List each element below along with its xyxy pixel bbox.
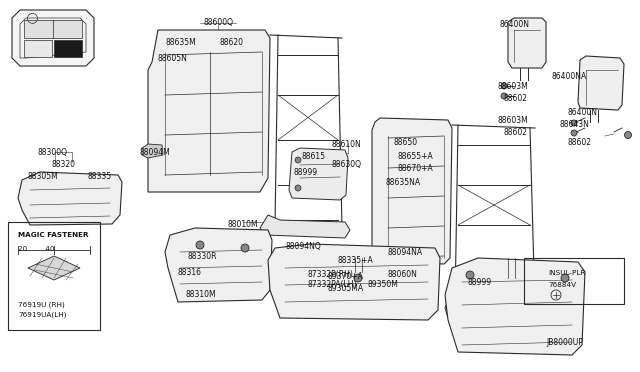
Text: JB8000UP: JB8000UP (546, 338, 583, 347)
Text: 88316: 88316 (178, 268, 202, 277)
Circle shape (196, 241, 204, 249)
Text: 88010M: 88010M (228, 220, 259, 229)
Polygon shape (268, 244, 440, 320)
Bar (524, 258, 624, 304)
Polygon shape (12, 10, 94, 66)
Text: 88094NQ: 88094NQ (285, 242, 321, 251)
Circle shape (561, 274, 569, 282)
Text: 88602: 88602 (568, 138, 592, 147)
Text: 88305M: 88305M (28, 172, 59, 181)
Text: 20        40: 20 40 (18, 246, 54, 252)
Polygon shape (289, 148, 348, 200)
Circle shape (501, 83, 507, 89)
Text: 88999: 88999 (293, 168, 317, 177)
Text: 88635M: 88635M (165, 38, 196, 47)
Text: 76884V: 76884V (548, 282, 576, 288)
Text: 88620: 88620 (220, 38, 244, 47)
Text: 86400N: 86400N (500, 20, 530, 29)
Text: 88335+A: 88335+A (338, 256, 374, 265)
Text: 88999: 88999 (468, 278, 492, 287)
Text: 88635NA: 88635NA (385, 178, 420, 187)
Text: 88643N: 88643N (560, 120, 590, 129)
Text: 76919U (RH): 76919U (RH) (18, 302, 65, 308)
Text: 88650: 88650 (393, 138, 417, 147)
Text: 88310M: 88310M (185, 290, 216, 299)
Text: 88603M: 88603M (498, 116, 529, 125)
Text: 87332P(RH): 87332P(RH) (308, 270, 354, 279)
Circle shape (354, 274, 362, 282)
Polygon shape (165, 228, 272, 302)
Bar (8, 222, 100, 330)
Text: 88630Q: 88630Q (332, 160, 362, 169)
Polygon shape (372, 118, 452, 264)
Text: 88600Q: 88600Q (203, 18, 233, 27)
Polygon shape (142, 144, 163, 158)
Text: 88605N: 88605N (158, 54, 188, 63)
Text: 88610N: 88610N (332, 140, 362, 149)
Text: 88094M: 88094M (140, 148, 171, 157)
Text: 88320: 88320 (52, 160, 76, 169)
Polygon shape (445, 295, 540, 320)
Polygon shape (260, 215, 350, 238)
Text: 86400NA: 86400NA (552, 72, 588, 81)
Bar (24, 20, 82, 38)
Circle shape (625, 131, 632, 138)
Circle shape (241, 244, 249, 252)
Text: 89305MA: 89305MA (328, 284, 364, 293)
Text: 88603M: 88603M (498, 82, 529, 91)
Text: 88094NA: 88094NA (388, 248, 423, 257)
Text: 89350M: 89350M (368, 280, 399, 289)
Text: 87332PA(LH): 87332PA(LH) (308, 280, 358, 289)
Text: 88615: 88615 (302, 152, 326, 161)
Text: 76919UA(LH): 76919UA(LH) (18, 312, 67, 318)
Text: 88330R: 88330R (188, 252, 218, 261)
Polygon shape (445, 258, 585, 355)
Text: 88602: 88602 (504, 128, 528, 137)
Circle shape (466, 271, 474, 279)
Bar (24, 40, 52, 57)
Polygon shape (508, 18, 546, 68)
Polygon shape (28, 256, 80, 280)
Circle shape (295, 157, 301, 163)
Text: 86400N: 86400N (568, 108, 598, 117)
Polygon shape (148, 30, 270, 192)
Circle shape (571, 120, 577, 126)
Text: 88602: 88602 (504, 94, 528, 103)
Circle shape (501, 93, 507, 99)
Circle shape (295, 185, 301, 191)
Polygon shape (18, 172, 122, 225)
Bar (54, 40, 82, 57)
Text: 88655+A: 88655+A (398, 152, 434, 161)
Text: MAGIC FASTENER: MAGIC FASTENER (18, 232, 88, 238)
Circle shape (571, 130, 577, 136)
Text: 88670+A: 88670+A (398, 164, 434, 173)
Text: INSUL-PLR: INSUL-PLR (548, 270, 586, 276)
Text: 88060N: 88060N (388, 270, 418, 279)
Text: 88335: 88335 (88, 172, 112, 181)
Text: 88300Q: 88300Q (38, 148, 68, 157)
Text: 89370+A: 89370+A (328, 272, 364, 281)
Polygon shape (578, 56, 624, 110)
